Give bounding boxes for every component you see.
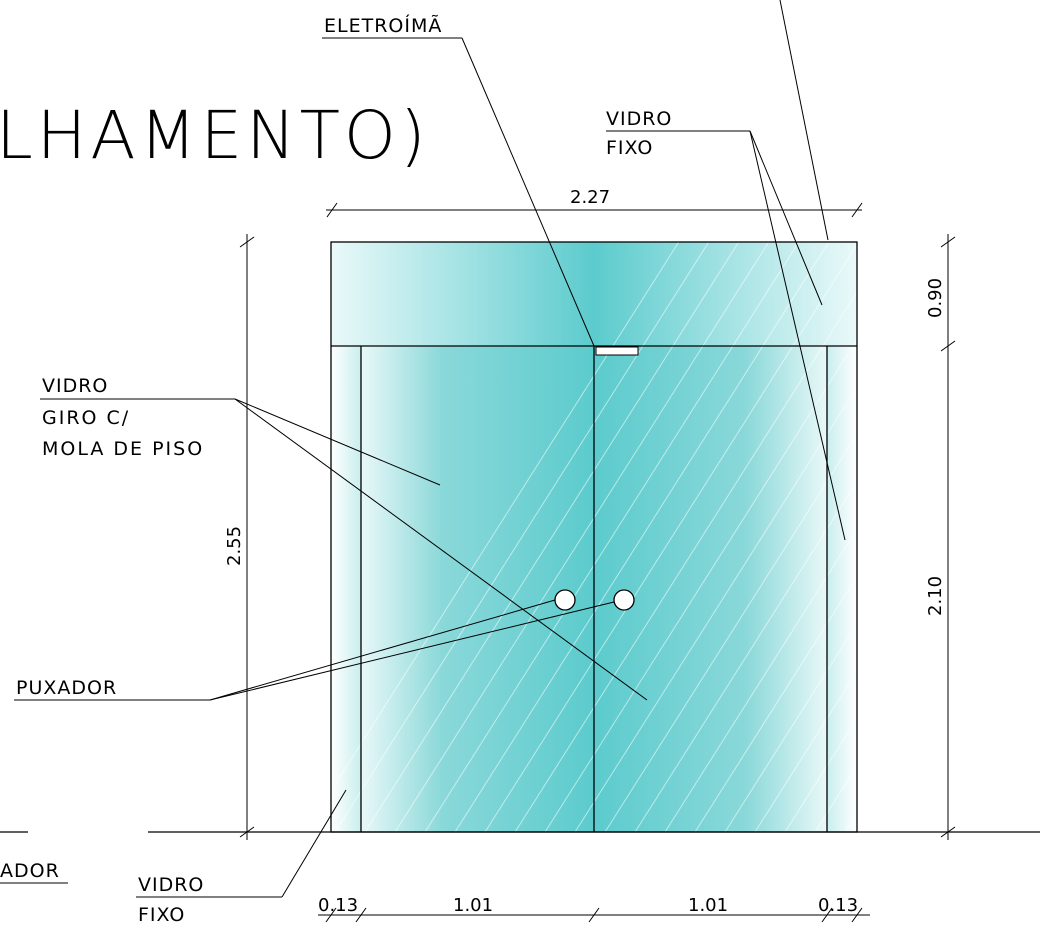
dim-leaf-left: 1.01	[453, 895, 493, 916]
reflection-line	[454, 242, 830, 832]
transom-glass	[331, 242, 857, 346]
dim-leaf-right: 1.01	[688, 895, 728, 916]
reflection-line	[634, 480, 857, 832]
reflection-line	[484, 243, 857, 832]
dim-total-width: 2.27	[570, 187, 610, 208]
label-vidro-fixo-bottom-2: FIXO	[138, 904, 185, 926]
reflection-line	[960, 240, 1056, 840]
annotation-labels: ELETROÍMÃ VIDRO FIXO VIDRO GIRO C/ MOLA …	[0, 14, 672, 926]
leader-lines	[0, 0, 846, 898]
door-glass	[331, 240, 1056, 840]
reflection-line	[694, 575, 857, 832]
reflection-line	[364, 242, 740, 832]
reflection-line	[394, 242, 770, 832]
reflection-line	[784, 717, 857, 832]
reflection-line	[900, 240, 1056, 840]
label-eletroima: ELETROÍMÃ	[324, 14, 442, 37]
reflection-line	[334, 242, 710, 832]
door-leaf-left	[361, 346, 594, 832]
handle-right	[613, 589, 635, 611]
reflection-line	[664, 528, 857, 832]
dim-side-left: 0.13	[318, 895, 358, 916]
reflection-line	[754, 670, 857, 832]
label-vidro-fixo-top-2: FIXO	[606, 137, 653, 159]
label-ador: ADOR	[0, 860, 60, 882]
reflection-line	[930, 240, 1056, 840]
label-vidro-fixo-top-1: VIDRO	[606, 108, 672, 130]
dim-door-height: 2.10	[925, 576, 946, 616]
reflection-line	[331, 242, 680, 792]
door-frame	[330, 241, 858, 833]
reflection-line	[604, 433, 857, 832]
dim-transom-height: 0.90	[925, 278, 946, 318]
reflection-line	[724, 622, 857, 832]
reflection-line	[574, 385, 857, 832]
glass-reflection-hatch	[331, 240, 1056, 840]
reflection-line	[424, 242, 800, 832]
label-vidro-giro-3: MOLA DE PISO	[42, 438, 204, 460]
drawing-title: LHAMENTO)	[0, 97, 430, 174]
label-vidro-giro-1: VIDRO	[42, 375, 108, 397]
dim-total-height: 2.55	[224, 526, 245, 566]
reflection-line	[990, 240, 1056, 840]
dimension-labels: 2.27 2.55 0.90 2.10 0.13 1.01 1.01 0.13	[224, 187, 946, 916]
reflection-line	[514, 291, 857, 832]
dim-side-right: 0.13	[818, 895, 858, 916]
label-puxador: PUXADOR	[16, 677, 117, 699]
reflection-line	[870, 240, 1056, 840]
side-panel-left	[331, 346, 361, 832]
label-vidro-fixo-bottom-1: VIDRO	[138, 874, 204, 896]
label-vidro-giro-2: GIRO C/	[42, 407, 130, 429]
dimension-lines	[239, 202, 956, 923]
electromagnet	[595, 346, 639, 356]
door-leaf-right	[594, 346, 827, 832]
handle-left	[554, 589, 576, 611]
